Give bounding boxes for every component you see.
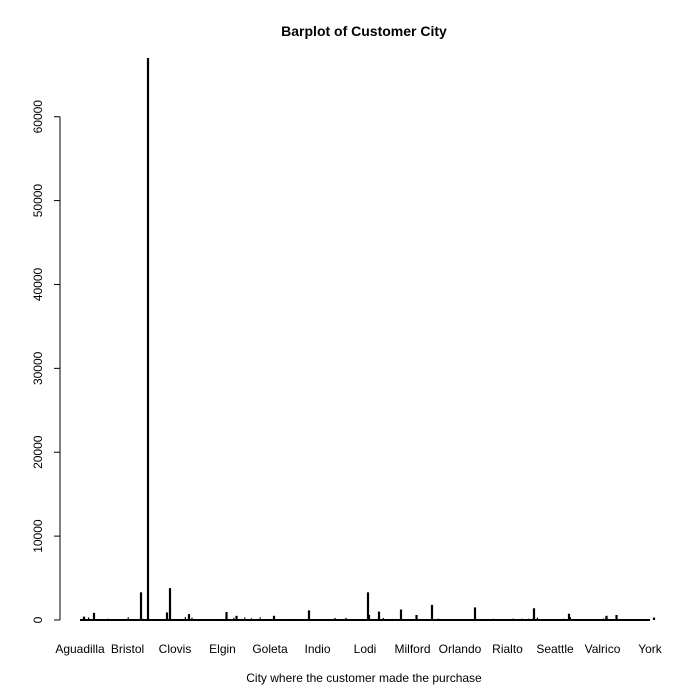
x-tick-label: Rialto <box>492 642 523 656</box>
x-axis-label: City where the customer made the purchas… <box>246 671 482 685</box>
y-tick-label: 40000 <box>31 267 45 301</box>
chart-title: Barplot of Customer City <box>281 23 447 39</box>
y-tick-label: 0 <box>31 616 45 623</box>
y-tick-label: 10000 <box>31 519 45 553</box>
x-tick-label: Milford <box>394 642 430 656</box>
x-tick-label: Clovis <box>159 642 192 656</box>
x-axis-tick-labels: Aguadilla Bristol Clovis Elgin Goleta Indio Lo… <box>55 642 662 656</box>
x-tick-label: Valrico <box>585 642 621 656</box>
y-tick-label: 60000 <box>31 100 45 134</box>
x-tick-label: Aguadilla <box>55 642 105 656</box>
x-tick-label: Orlando <box>439 642 482 656</box>
y-tick-label: 30000 <box>31 351 45 385</box>
y-tick-label: 50000 <box>31 184 45 218</box>
bars-group <box>80 58 656 621</box>
x-tick-label: Goleta <box>252 642 288 656</box>
y-tick-label: 20000 <box>31 435 45 469</box>
x-tick-label: Lodi <box>354 642 377 656</box>
x-tick-label: Bristol <box>111 642 144 656</box>
x-tick-label: Indio <box>304 642 330 656</box>
x-tick-label: York <box>638 642 663 656</box>
x-tick-label: Seattle <box>536 642 574 656</box>
y-axis: 0 10000 20000 30000 40000 50000 60000 <box>31 100 61 623</box>
x-tick-label: Elgin <box>209 642 236 656</box>
